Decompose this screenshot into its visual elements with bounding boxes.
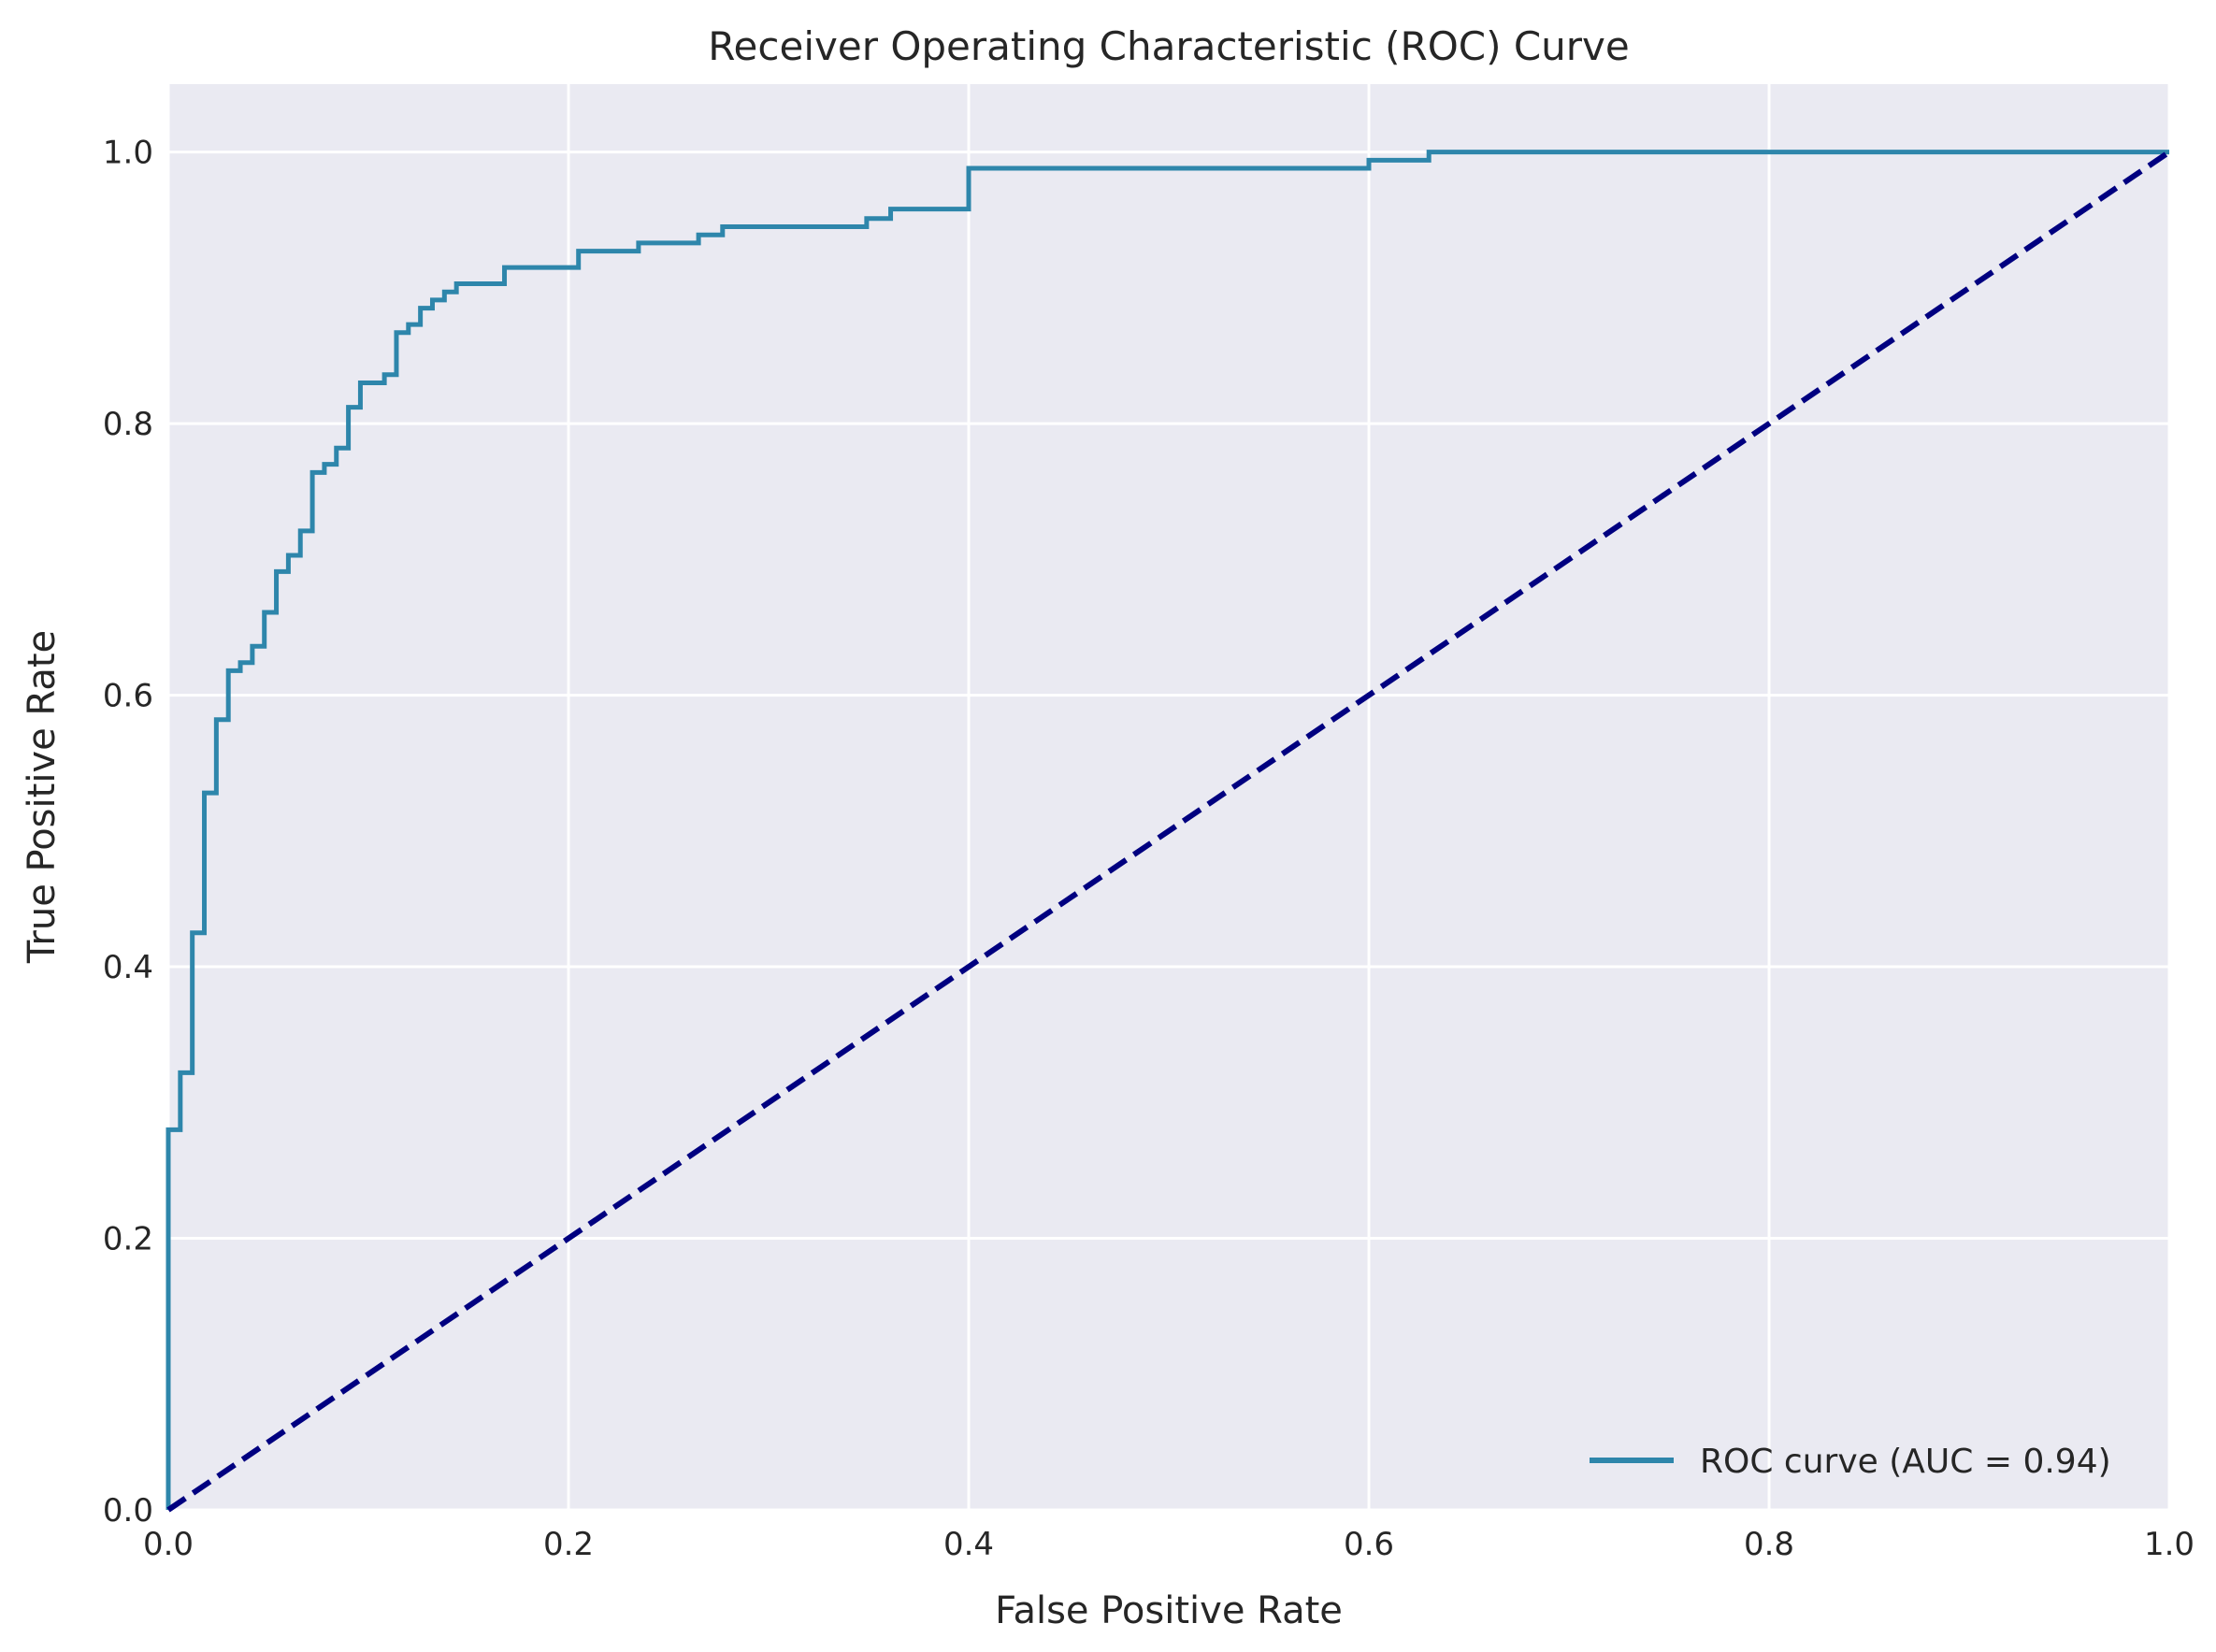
y-tick-label: 0.0 [103,1492,153,1530]
y-tick-label: 0.8 [103,406,153,443]
grid-lines [166,84,2171,1512]
plot-background [168,84,2169,1510]
legend: ROC curve (AUC = 0.94) [1590,1443,2111,1481]
y-tick-label: 0.2 [103,1221,153,1258]
x-tick-labels: 0.0 0.2 0.4 0.6 0.8 1.0 [143,1526,2194,1563]
y-tick-label: 0.4 [103,949,153,986]
x-tick-label: 0.0 [143,1526,194,1563]
y-tick-label: 0.6 [103,678,153,715]
legend-label-roc: ROC curve (AUC = 0.94) [1700,1443,2111,1481]
x-tick-label: 0.6 [1344,1526,1394,1563]
random-baseline-line [166,150,2171,1513]
x-tick-label: 0.2 [543,1526,594,1563]
x-tick-label: 0.8 [1744,1526,1794,1563]
y-tick-labels: 0.0 0.2 0.4 0.6 0.8 1.0 [103,135,153,1530]
roc-curve-line [165,150,2169,1510]
series-layer [165,150,2171,1513]
chart-title: Receiver Operating Characteristic (ROC) … [708,23,1629,69]
x-tick-label: 1.0 [2144,1526,2194,1563]
y-tick-label: 1.0 [103,135,153,172]
y-axis-label: True Positive Rate [21,630,64,964]
x-tick-label: 0.4 [943,1526,994,1563]
x-axis-label: False Positive Rate [995,1589,1343,1632]
